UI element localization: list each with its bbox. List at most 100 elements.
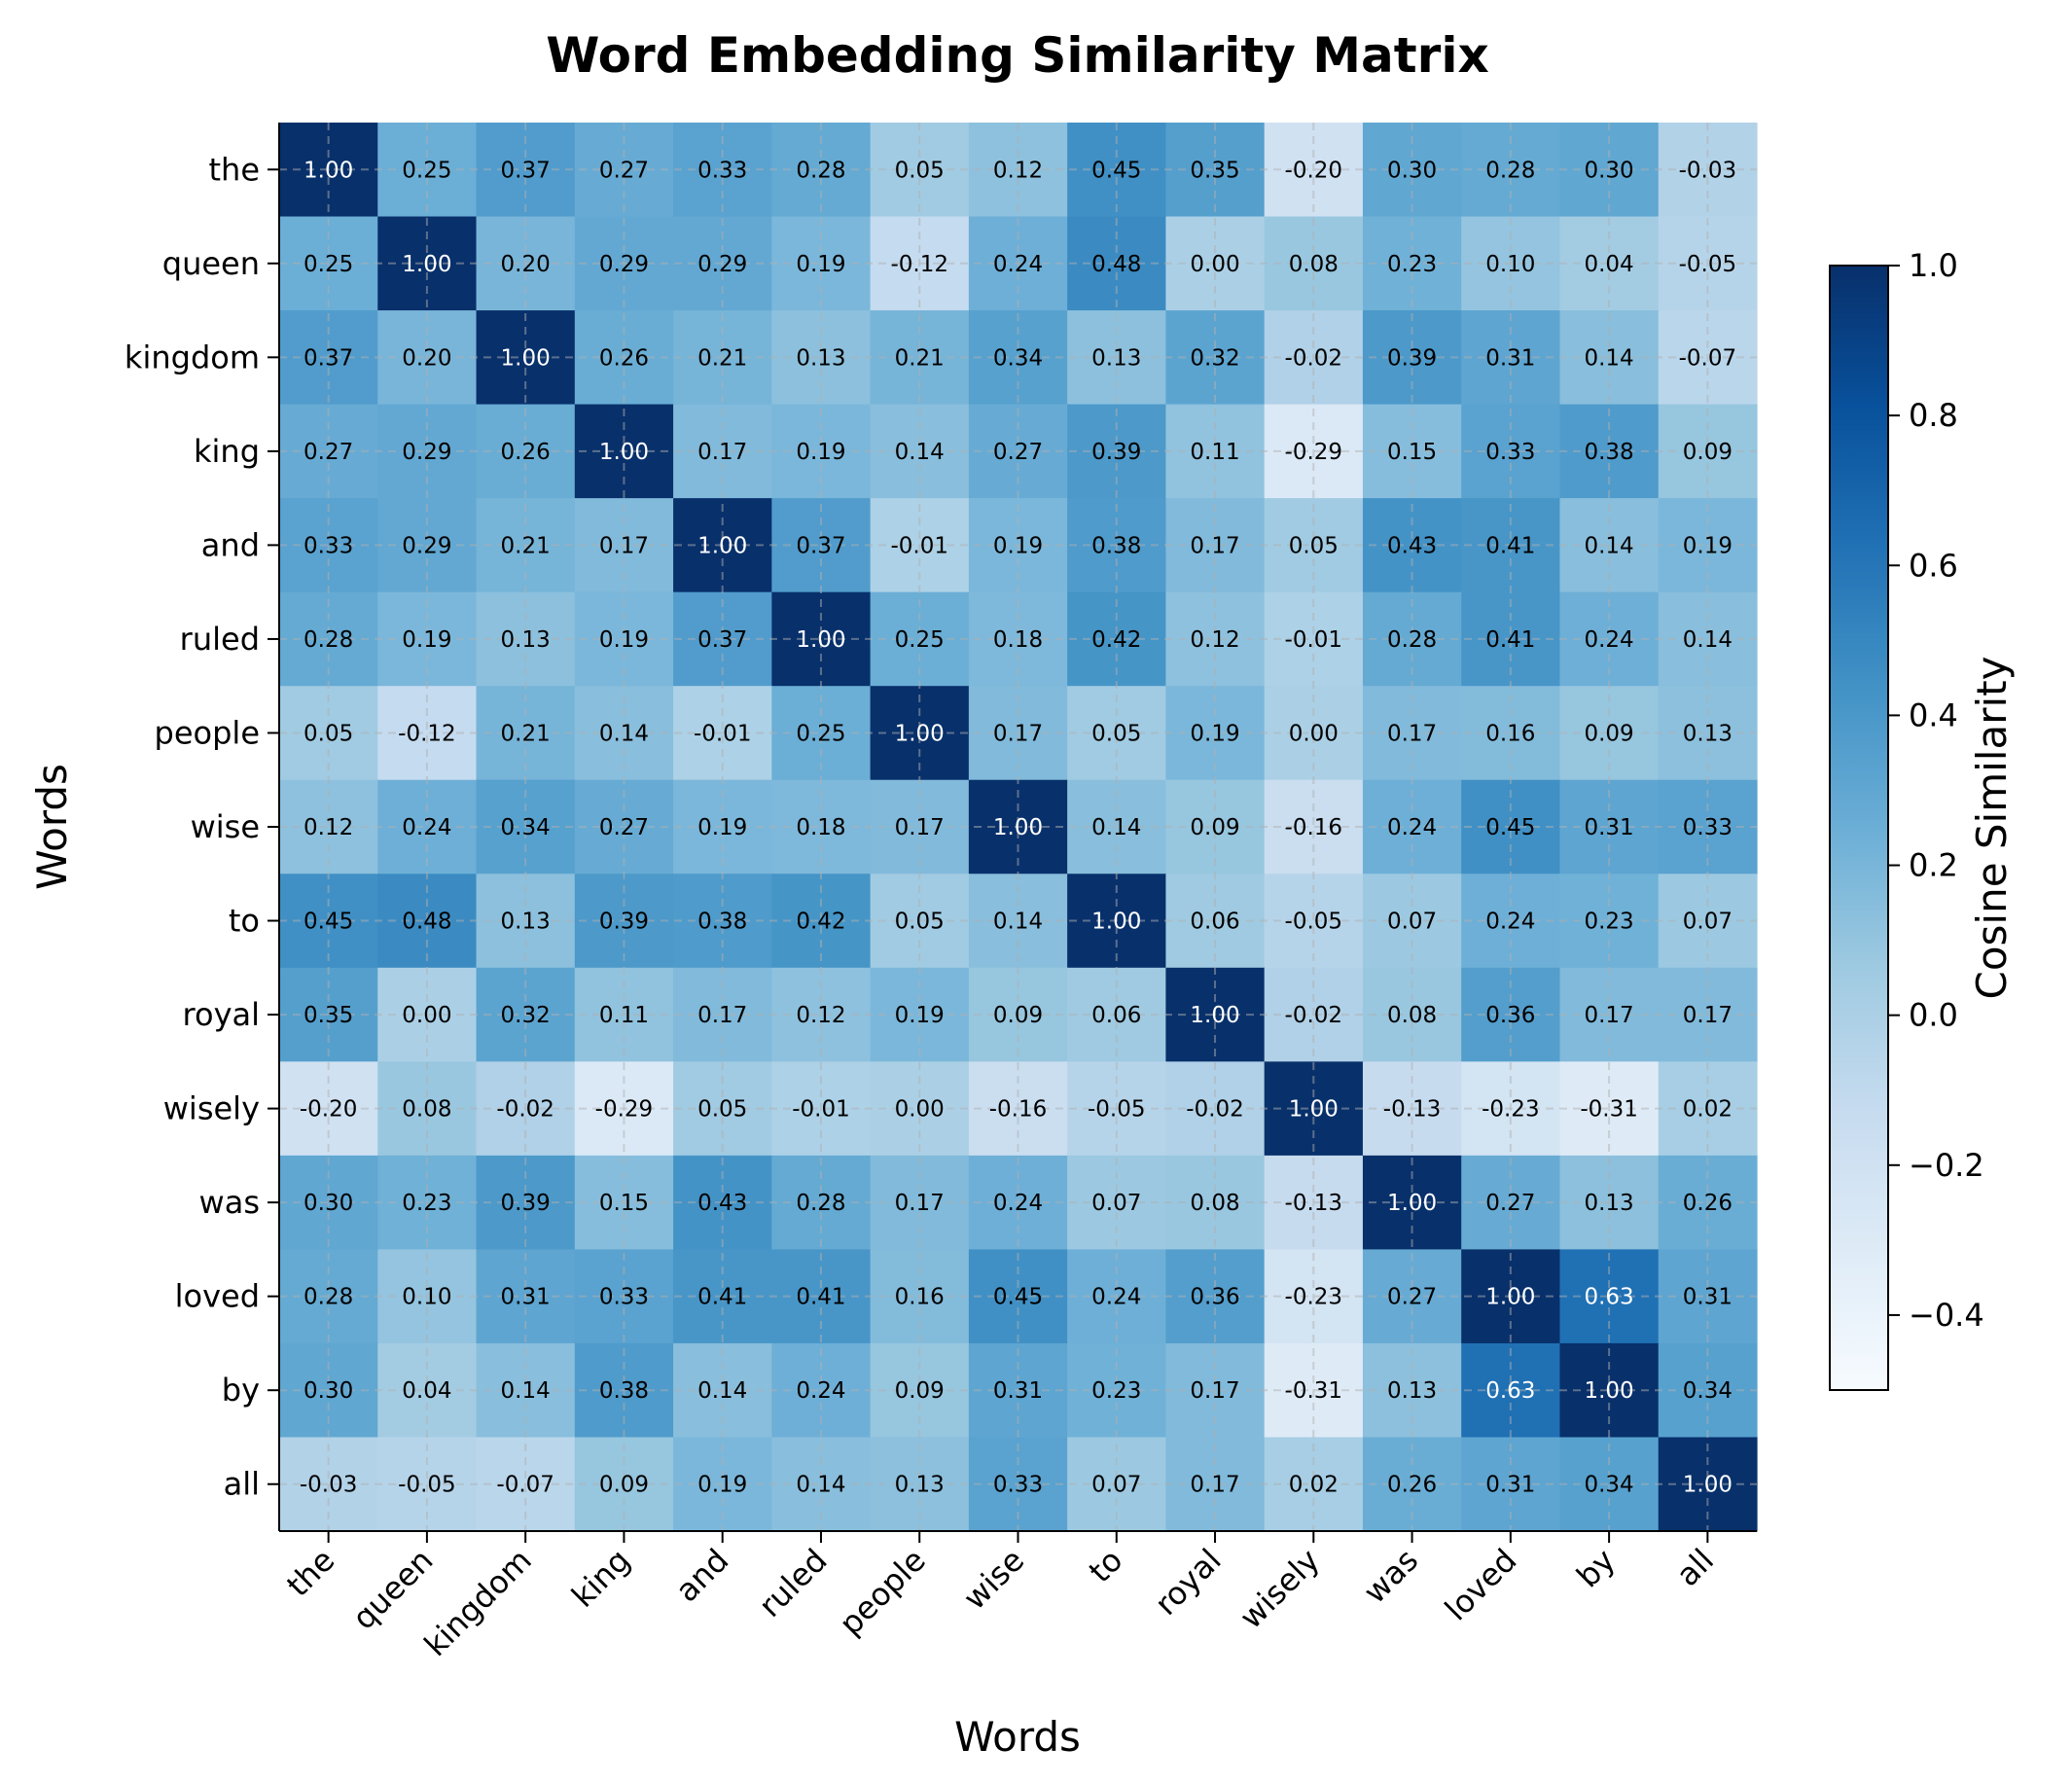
cell-value: 0.33	[993, 1473, 1043, 1498]
x-tick-label: wisely	[1232, 1542, 1327, 1636]
cell-value: 0.23	[1387, 252, 1437, 277]
cell-value: 1.00	[1683, 1473, 1733, 1498]
cell-value: 0.31	[1485, 345, 1535, 371]
cell-value: 1.00	[1091, 910, 1141, 935]
cell-value: 0.26	[501, 440, 551, 465]
cell-value: 1.00	[1190, 1003, 1239, 1028]
cell-value: 0.39	[501, 1191, 551, 1216]
cell-value: 0.07	[1387, 910, 1437, 935]
cell-value: 0.17	[895, 815, 945, 840]
cell-annotations: 1.00 0.25 0.37 0.27 0.33 0.28 0.05 0.12 0.45 0.35…	[300, 158, 1736, 1497]
cell-value: 0.17	[697, 440, 747, 465]
colorbar-tick-label: 1.0	[1909, 247, 1958, 284]
cell-value: 1.00	[796, 627, 845, 653]
cell-value: 0.00	[1289, 721, 1339, 746]
grid-lines	[279, 123, 1757, 1531]
cell-value: 0.45	[993, 1285, 1043, 1310]
cell-value: 0.31	[993, 1378, 1043, 1404]
cell-value: 0.28	[796, 158, 845, 183]
x-tick-label: kingdom	[417, 1542, 539, 1663]
cell-value: 0.28	[304, 1285, 353, 1310]
cell-value: 0.13	[895, 1473, 945, 1498]
cell-value: 0.21	[501, 533, 551, 558]
y-tick-label: royal	[183, 996, 260, 1033]
colorbar-label: Cosine Similarity	[1968, 657, 2016, 1000]
cell-value: 0.38	[1091, 533, 1141, 558]
cell-value: 0.27	[993, 440, 1043, 465]
cell-value: 0.17	[993, 721, 1043, 746]
colorbar-tick-label: −0.2	[1909, 1147, 1984, 1184]
cell-value: -0.02	[496, 1097, 554, 1123]
cell-value: 0.30	[304, 1378, 353, 1404]
cell-value: -0.16	[989, 1097, 1048, 1123]
y-tick-label: ruled	[180, 621, 260, 658]
x-axis-label: Words	[954, 1713, 1081, 1761]
cell-value: 0.33	[1683, 815, 1733, 840]
cell-value: -0.01	[1285, 627, 1343, 653]
cell-value: -0.23	[1285, 1285, 1343, 1310]
cell-value: 0.21	[501, 721, 551, 746]
y-tick-label: wisely	[163, 1090, 260, 1127]
cell-value: 0.14	[1584, 345, 1633, 371]
cell-value: 0.06	[1091, 1003, 1141, 1028]
cell-value: 0.00	[1190, 252, 1239, 277]
x-tick-label: people	[832, 1542, 933, 1643]
cell-value: 0.20	[501, 252, 551, 277]
cell-value: 0.48	[402, 910, 451, 935]
cell-value: 0.08	[1387, 1003, 1437, 1028]
cell-value: -0.12	[890, 252, 948, 277]
cell-value: 0.41	[796, 1285, 845, 1310]
colorbar: −0.4 −0.2 0.0 0.2 0.4 0.6 0.8 1.0	[1829, 247, 1984, 1391]
cell-value: 0.19	[402, 627, 451, 653]
cell-value: -0.13	[1383, 1097, 1442, 1123]
cell-value: 0.27	[1387, 1285, 1437, 1310]
cell-value: 0.17	[895, 1191, 945, 1216]
cell-value: 0.27	[1485, 1191, 1535, 1216]
x-tick-label: all	[1669, 1542, 1721, 1593]
cell-value: 0.33	[1485, 440, 1535, 465]
cell-value: 0.24	[402, 815, 451, 840]
cell-value: 0.08	[1190, 1191, 1239, 1216]
x-tick-label: by	[1569, 1542, 1623, 1595]
y-tick-label: loved	[175, 1278, 260, 1315]
y-axis-label: Words	[28, 764, 76, 890]
cell-value: 0.14	[1683, 627, 1733, 653]
cell-value: 0.28	[796, 1191, 845, 1216]
cell-value: 0.19	[697, 815, 747, 840]
cell-value: -0.07	[1679, 345, 1737, 371]
cell-value: 0.24	[1485, 910, 1535, 935]
cell-value: 0.37	[796, 533, 845, 558]
cell-value: 0.02	[1683, 1097, 1733, 1123]
cell-value: 0.16	[895, 1285, 945, 1310]
colorbar-tick-label: 0.8	[1909, 397, 1958, 434]
cell-value: 0.14	[501, 1378, 551, 1404]
x-tick-label: and	[668, 1542, 735, 1609]
cell-value: 1.00	[993, 815, 1043, 840]
cell-value: 0.34	[993, 345, 1043, 371]
cell-value: 0.20	[402, 345, 451, 371]
cell-value: 0.13	[1584, 1191, 1633, 1216]
cell-value: 0.19	[697, 1473, 747, 1498]
x-tick-label: queen	[345, 1542, 441, 1637]
cell-value: 0.25	[304, 252, 353, 277]
cell-value: -0.20	[300, 1097, 358, 1123]
cell-value: 0.31	[1683, 1285, 1733, 1310]
cell-value: 0.19	[1190, 721, 1239, 746]
cell-value: 0.43	[1387, 533, 1437, 558]
cell-value: 0.09	[1683, 440, 1733, 465]
y-tick-label: queen	[162, 245, 260, 282]
cell-value: -0.20	[1285, 158, 1343, 183]
cell-value: 0.05	[304, 721, 353, 746]
cell-value: 0.34	[501, 815, 551, 840]
cell-value: 0.13	[501, 910, 551, 935]
cell-value: 0.04	[402, 1378, 451, 1404]
x-tick-label: loved	[1438, 1542, 1524, 1628]
cell-value: 0.14	[1091, 815, 1141, 840]
cell-value: 0.05	[697, 1097, 747, 1123]
cell-value: 0.14	[697, 1378, 747, 1404]
cell-value: 0.30	[1584, 158, 1633, 183]
cell-value: 0.29	[697, 252, 747, 277]
cell-value: 0.63	[1584, 1285, 1633, 1310]
colorbar-tick-label: 0.6	[1909, 547, 1958, 584]
